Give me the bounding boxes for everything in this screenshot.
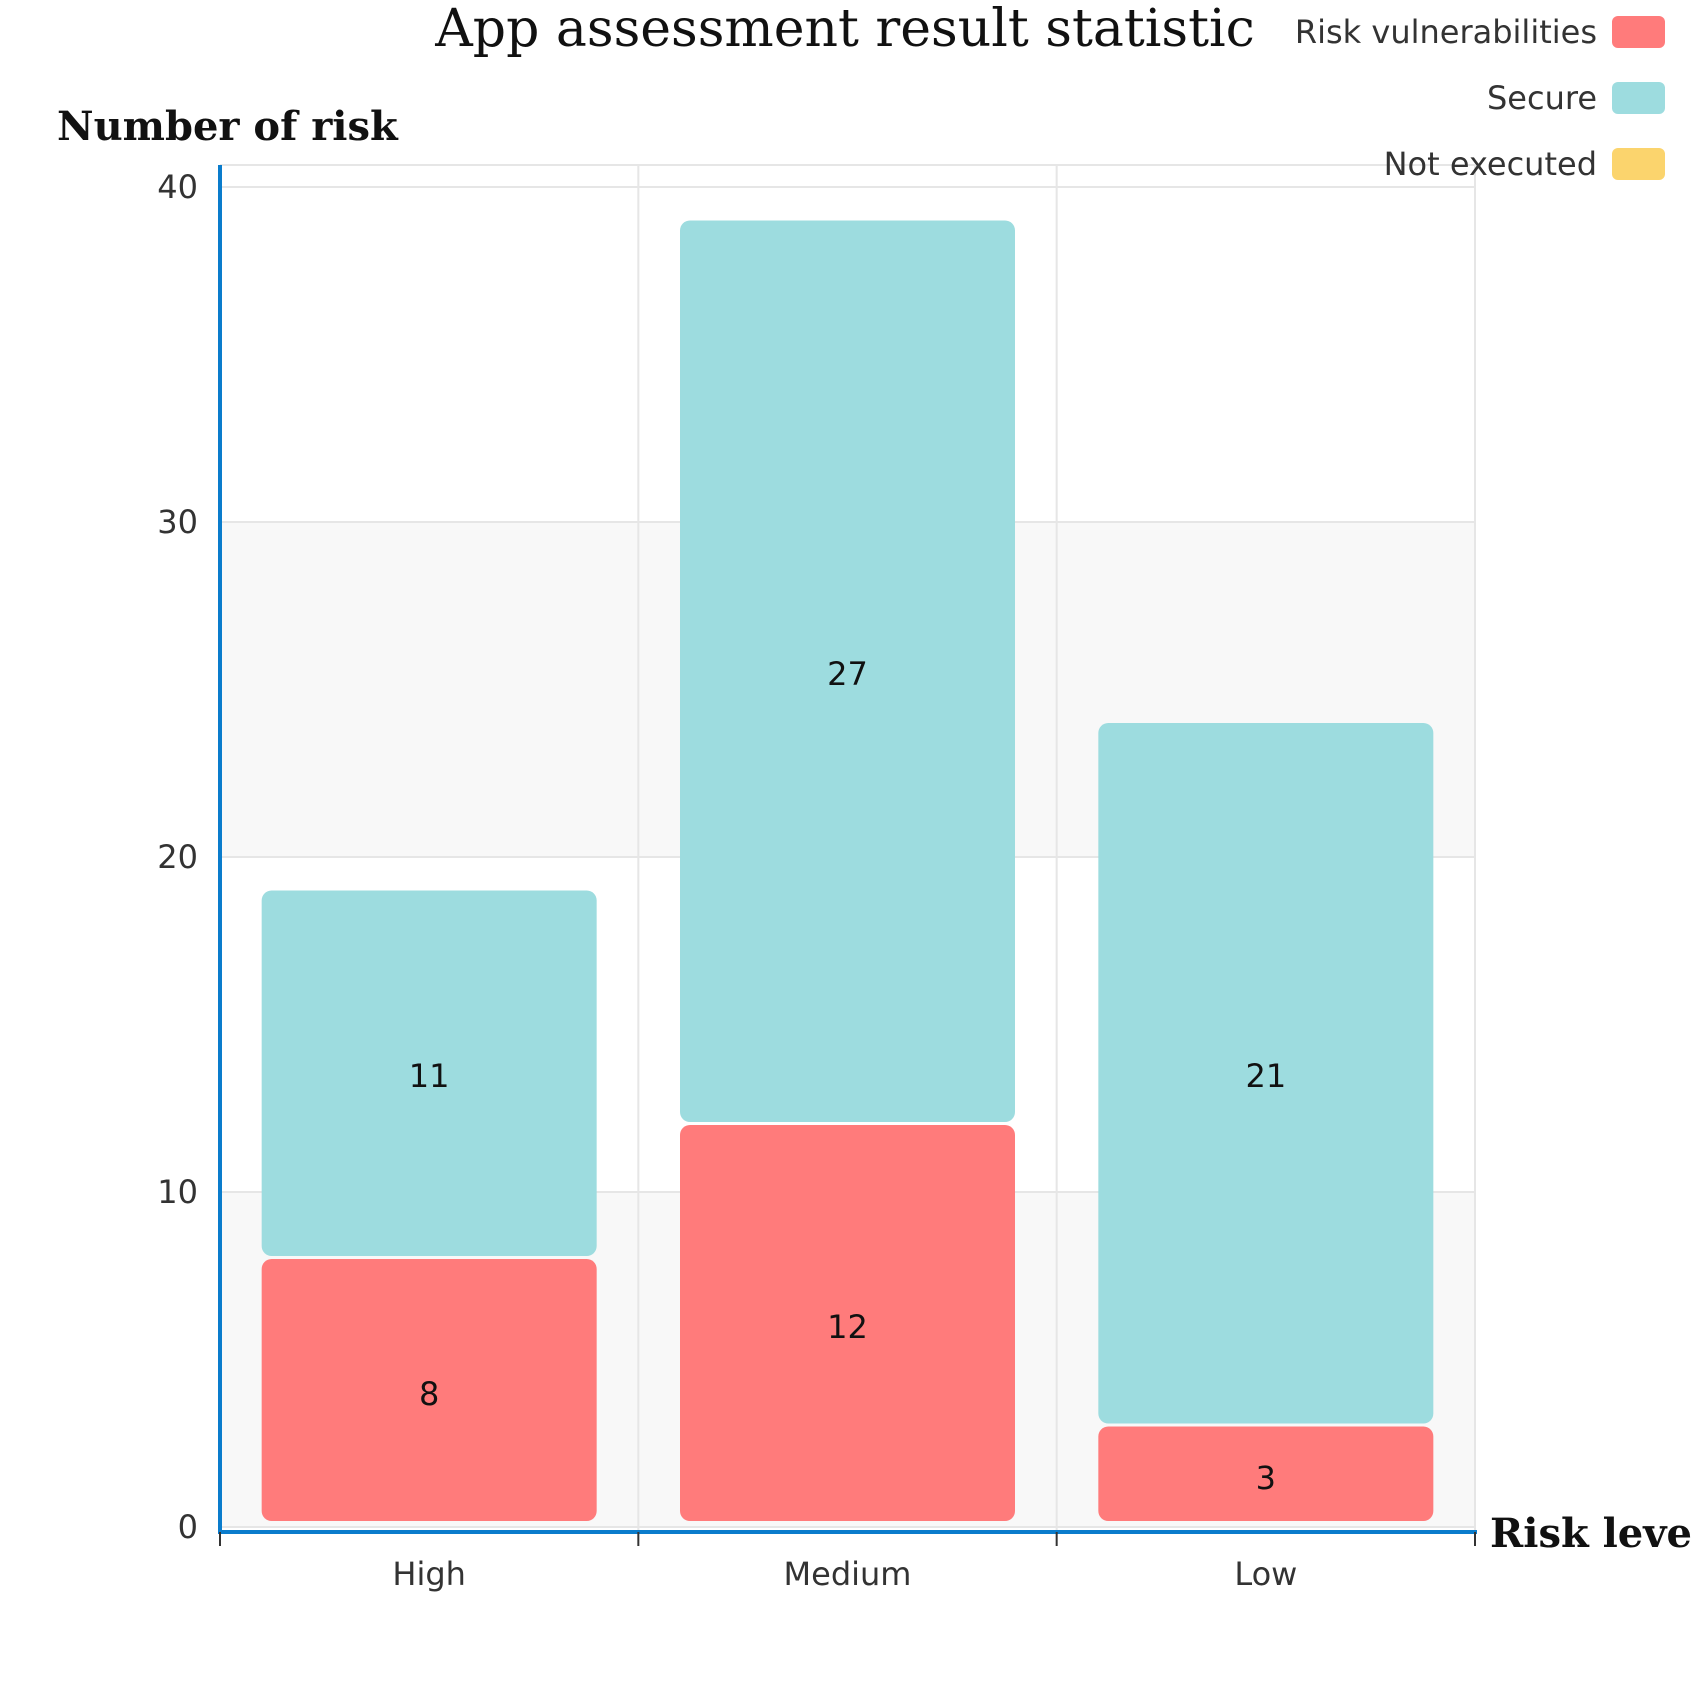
bars xyxy=(261,220,1434,1522)
bar-value-label: 3 xyxy=(1256,1459,1276,1497)
bar-value-label: 8 xyxy=(419,1375,439,1413)
x-axis-title: Risk level xyxy=(1490,1510,1692,1557)
bar-value-label: 12 xyxy=(827,1308,868,1346)
chart-title: App assessment result statistic xyxy=(434,0,1254,59)
tick-labels: 0 10 20 30 40 High Medium Low xyxy=(157,168,1297,1593)
bar-value-labels: 8 11 12 27 3 21 xyxy=(409,655,1286,1497)
y-tick-label: 20 xyxy=(157,838,198,876)
bar-value-label: 27 xyxy=(827,655,868,693)
bar-secure-high[interactable] xyxy=(261,890,597,1257)
legend-label: Risk vulnerabilities xyxy=(1295,13,1597,51)
bar-risk-vulnerabilities-medium[interactable] xyxy=(680,1125,1015,1521)
y-tick-label: 30 xyxy=(157,503,198,541)
bar-risk-vulnerabilities-high[interactable] xyxy=(261,1259,597,1521)
legend-label: Secure xyxy=(1487,79,1597,117)
x-tick-label-low: Low xyxy=(1234,1555,1297,1593)
y-tick-label: 40 xyxy=(157,168,198,206)
bar-value-label: 21 xyxy=(1245,1057,1286,1095)
legend-label: Not executed xyxy=(1384,145,1597,183)
legend[interactable]: Risk vulnerabilities Secure Not executed xyxy=(1295,13,1665,183)
x-tick-label-high: High xyxy=(392,1555,466,1593)
bar-secure-medium[interactable] xyxy=(680,220,1015,1123)
legend-swatch xyxy=(1612,16,1665,48)
legend-item-risk-vulnerabilities[interactable]: Risk vulnerabilities xyxy=(1295,13,1665,51)
legend-item-not-executed[interactable]: Not executed xyxy=(1384,145,1665,183)
bar-value-label: 11 xyxy=(409,1057,450,1095)
y-axis-title: Number of risk xyxy=(57,103,399,150)
y-tick-label: 0 xyxy=(178,1508,198,1546)
y-tick-label: 10 xyxy=(157,1173,198,1211)
legend-swatch xyxy=(1612,148,1665,180)
bar-risk-vulnerabilities-low[interactable] xyxy=(1098,1426,1434,1522)
legend-swatch xyxy=(1612,82,1665,114)
x-tick-label-medium: Medium xyxy=(784,1555,912,1593)
axes xyxy=(218,165,1477,1546)
legend-item-secure[interactable]: Secure xyxy=(1487,79,1665,117)
bar-secure-low[interactable] xyxy=(1098,723,1434,1424)
